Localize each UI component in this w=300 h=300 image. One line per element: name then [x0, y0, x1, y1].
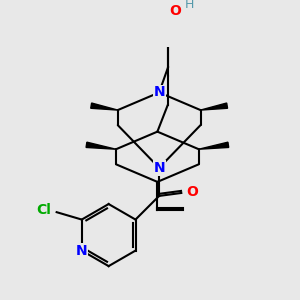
- Polygon shape: [91, 103, 118, 110]
- Text: O: O: [187, 185, 199, 200]
- Polygon shape: [86, 142, 116, 149]
- Polygon shape: [200, 103, 227, 110]
- Text: H: H: [184, 0, 194, 11]
- Text: N: N: [153, 161, 165, 175]
- Polygon shape: [199, 142, 229, 149]
- Text: Cl: Cl: [36, 203, 51, 217]
- Text: N: N: [153, 85, 165, 100]
- Text: O: O: [169, 4, 181, 18]
- Text: N: N: [76, 244, 88, 258]
